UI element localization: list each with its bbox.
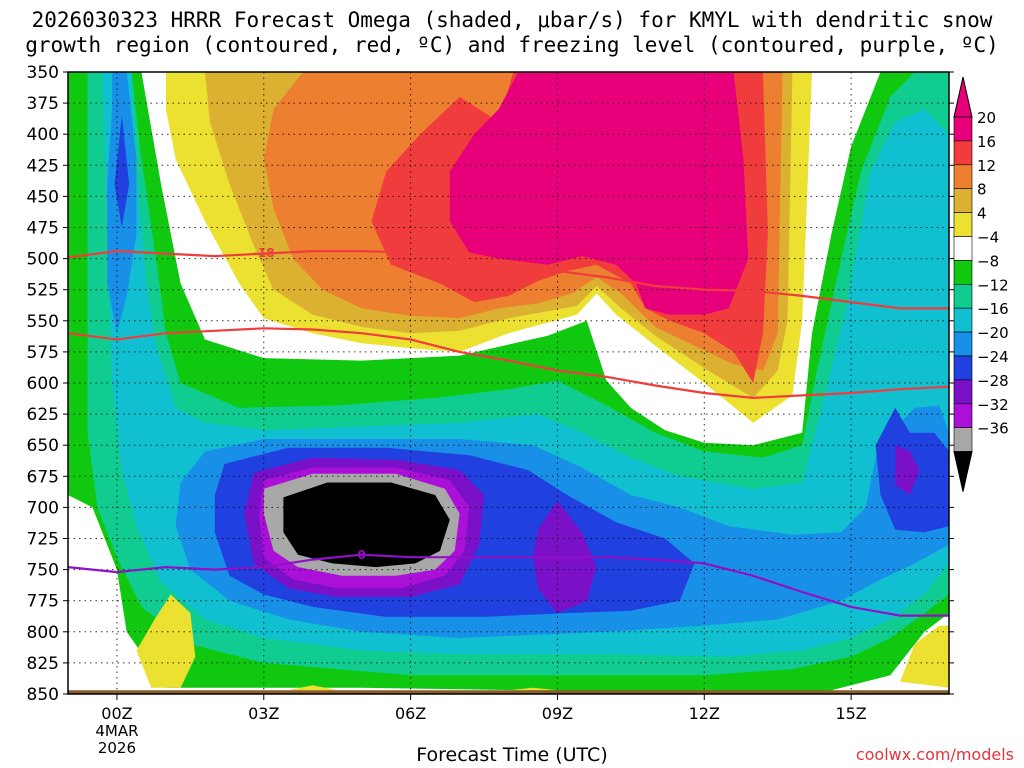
shade-terrain bbox=[68, 690, 949, 694]
shade-omega-gt4-sfc bbox=[288, 685, 558, 691]
colorbar-label-0: 20 bbox=[977, 109, 996, 127]
shade-omega-gt4-low2 bbox=[900, 625, 949, 688]
y-tick-label-525: 525 bbox=[27, 281, 59, 301]
colorbar-swatch-9 bbox=[953, 331, 973, 357]
y-tick-label-500: 500 bbox=[27, 250, 59, 270]
y-tick-label-650: 650 bbox=[27, 436, 59, 456]
colorbar-bottom-arrow bbox=[953, 451, 973, 492]
y-tick-label-475: 475 bbox=[27, 219, 59, 239]
colorbar-label-3: 8 bbox=[977, 181, 987, 199]
colorbar-label-8: −16 bbox=[977, 300, 1009, 318]
colorbar-swatch-2 bbox=[953, 164, 973, 190]
y-tick-label-675: 675 bbox=[27, 467, 59, 487]
shade-omega-gt20 bbox=[449, 72, 749, 315]
shade-omega-lt-36 bbox=[283, 482, 450, 568]
x-tick-sublabel-year: 2026 bbox=[98, 739, 136, 757]
colorbar-swatch-4 bbox=[953, 212, 973, 237]
y-tick-label-450: 450 bbox=[27, 187, 59, 207]
y-tick-label-425: 425 bbox=[27, 156, 59, 176]
colorbar-label-5: −4 bbox=[977, 229, 999, 247]
colorbar-swatch-6 bbox=[953, 260, 973, 285]
shade-omega-gt4-low1 bbox=[136, 594, 196, 688]
y-tick-label-350: 350 bbox=[27, 63, 59, 83]
y-tick-label-750: 750 bbox=[27, 561, 59, 581]
credit-link[interactable]: coolwx.com/models bbox=[855, 745, 1014, 764]
colorbar-swatch-7 bbox=[953, 283, 973, 309]
x-tick-label-00Z: 00Z bbox=[101, 704, 132, 723]
y-tick-label-825: 825 bbox=[27, 654, 59, 674]
colorbar-label-4: 4 bbox=[977, 205, 987, 223]
colorbar-label-13: −36 bbox=[977, 420, 1009, 438]
colorbar-swatch-12 bbox=[953, 403, 973, 428]
colorbar-label-2: 12 bbox=[977, 157, 996, 175]
colorbar-swatch-8 bbox=[953, 307, 973, 333]
contour-dgz-minus-12 bbox=[68, 249, 949, 310]
contour-label-dgz-minus-12: -18 bbox=[253, 246, 275, 260]
x-tick-label-09Z: 09Z bbox=[542, 704, 573, 723]
colorbar-label-6: −8 bbox=[977, 252, 999, 270]
y-tick-label-625: 625 bbox=[27, 405, 59, 425]
y-tick-label-700: 700 bbox=[27, 498, 59, 518]
y-tick-label-375: 375 bbox=[27, 94, 59, 114]
colorbar-label-7: −12 bbox=[977, 276, 1009, 294]
contour-dgz-minus-18 bbox=[68, 327, 949, 400]
chart-title-line-2: growth region (contoured, red, ºC) and f… bbox=[25, 33, 999, 57]
contour-label-freezing-level: 0 bbox=[357, 548, 365, 562]
colorbar-swatch-11 bbox=[953, 379, 973, 405]
y-tick-label-800: 800 bbox=[27, 623, 59, 643]
contour-label-dgz-minus-18: -1 bbox=[747, 282, 760, 296]
colorbar-swatch-3 bbox=[953, 188, 973, 213]
colorbar-top-arrow bbox=[953, 76, 973, 118]
colorbar-label-9: −20 bbox=[977, 324, 1009, 342]
x-tick-label-15Z: 15Z bbox=[835, 704, 866, 723]
colorbar-swatch-13 bbox=[953, 427, 973, 452]
y-tick-label-575: 575 bbox=[27, 343, 59, 363]
y-tick-label-850: 850 bbox=[27, 685, 59, 705]
x-tick-label-06Z: 06Z bbox=[395, 704, 426, 723]
colorbar-swatch-1 bbox=[953, 140, 973, 166]
colorbar-label-11: −28 bbox=[977, 372, 1009, 390]
colorbar-swatch-10 bbox=[953, 355, 973, 381]
colorbar-label-12: −32 bbox=[977, 396, 1009, 414]
y-tick-label-550: 550 bbox=[27, 312, 59, 332]
y-tick-label-775: 775 bbox=[27, 592, 59, 612]
y-tick-label-600: 600 bbox=[27, 374, 59, 394]
chart-title-line-1: 2026030323 HRRR Forecast Omega (shaded, … bbox=[31, 8, 993, 32]
x-axis-title: Forecast Time (UTC) bbox=[416, 744, 608, 766]
y-tick-label-725: 725 bbox=[27, 530, 59, 550]
colorbar-swatch-5 bbox=[953, 236, 973, 261]
colorbar-label-10: −24 bbox=[977, 348, 1009, 366]
y-tick-label-400: 400 bbox=[27, 125, 59, 145]
x-tick-sublabel-date: 4MAR bbox=[95, 722, 138, 740]
x-tick-label-12Z: 12Z bbox=[689, 704, 720, 723]
x-tick-label-03Z: 03Z bbox=[248, 704, 279, 723]
colorbar-label-1: 16 bbox=[977, 133, 996, 151]
contour-freezing-level bbox=[68, 553, 949, 617]
colorbar-swatch-0 bbox=[953, 116, 973, 142]
